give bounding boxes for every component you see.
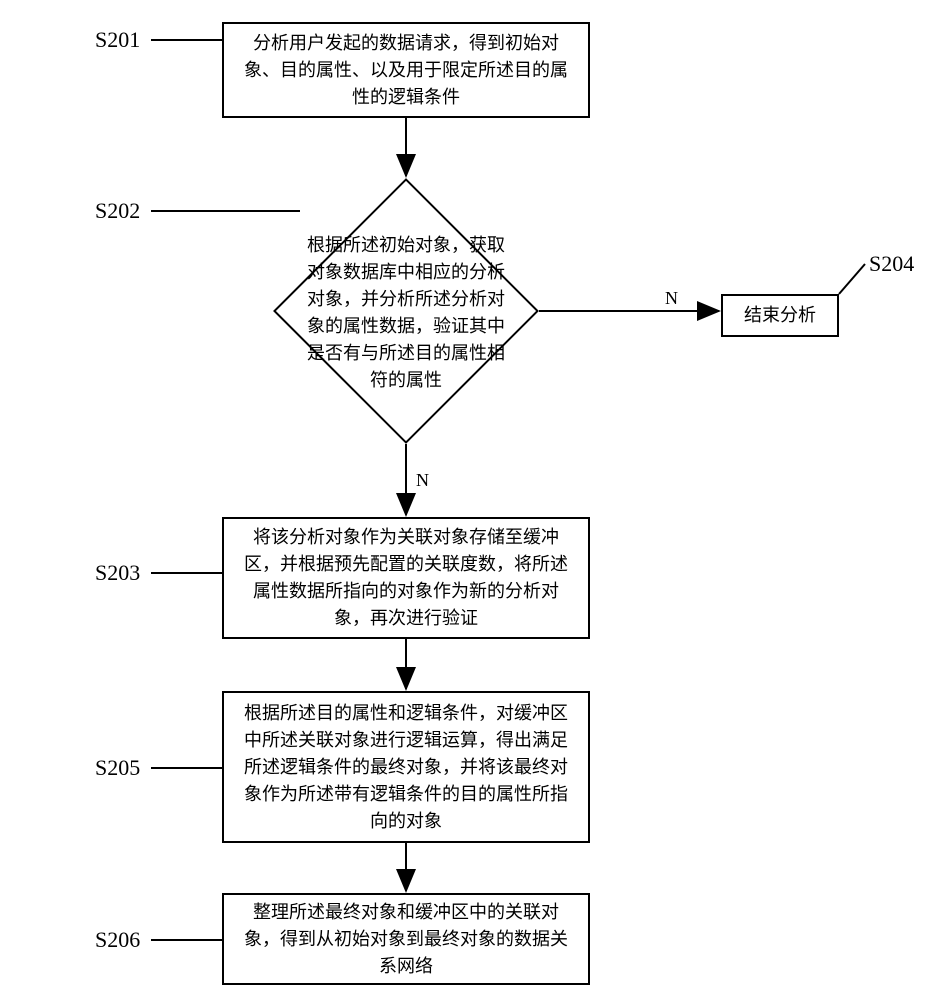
node-s201-text: 分析用户发起的数据请求，得到初始对象、目的属性、以及用于限定所述目的属性的逻辑条… (238, 30, 574, 111)
label-s202: S202 (95, 198, 140, 224)
node-s204: 结束分析 (721, 294, 839, 337)
node-s202: 根据所述初始对象，获取对象数据库中相应的分析对象，并分析所述分析对象的属性数据，… (273, 178, 539, 444)
node-s205: 根据所述目的属性和逻辑条件，对缓冲区中所述关联对象进行逻辑运算，得出满足所述逻辑… (222, 691, 590, 843)
edge-label-n: N (665, 288, 678, 309)
node-s203: 将该分析对象作为关联对象存储至缓冲区，并根据预先配置的关联度数，将所述属性数据所… (222, 517, 590, 639)
label-s206: S206 (95, 927, 140, 953)
node-s204-text: 结束分析 (744, 302, 816, 329)
edge-label-y: N (416, 470, 429, 491)
flowchart-canvas: 分析用户发起的数据请求，得到初始对象、目的属性、以及用于限定所述目的属性的逻辑条… (0, 0, 939, 1000)
node-s203-text: 将该分析对象作为关联对象存储至缓冲区，并根据预先配置的关联度数，将所述属性数据所… (238, 524, 574, 632)
node-s206: 整理所述最终对象和缓冲区中的关联对象，得到从初始对象到最终对象的数据关系网络 (222, 893, 590, 985)
arrows-layer (0, 0, 939, 1000)
node-s201: 分析用户发起的数据请求，得到初始对象、目的属性、以及用于限定所述目的属性的逻辑条… (222, 22, 590, 118)
node-s206-text: 整理所述最终对象和缓冲区中的关联对象，得到从初始对象到最终对象的数据关系网络 (238, 899, 574, 980)
label-s204: S204 (869, 251, 914, 277)
node-s202-text: 根据所述初始对象，获取对象数据库中相应的分析对象，并分析所述分析对象的属性数据，… (303, 232, 509, 394)
label-s201: S201 (95, 27, 140, 53)
label-s205: S205 (95, 755, 140, 781)
node-s205-text: 根据所述目的属性和逻辑条件，对缓冲区中所述关联对象进行逻辑运算，得出满足所述逻辑… (238, 700, 574, 835)
label-s203: S203 (95, 560, 140, 586)
